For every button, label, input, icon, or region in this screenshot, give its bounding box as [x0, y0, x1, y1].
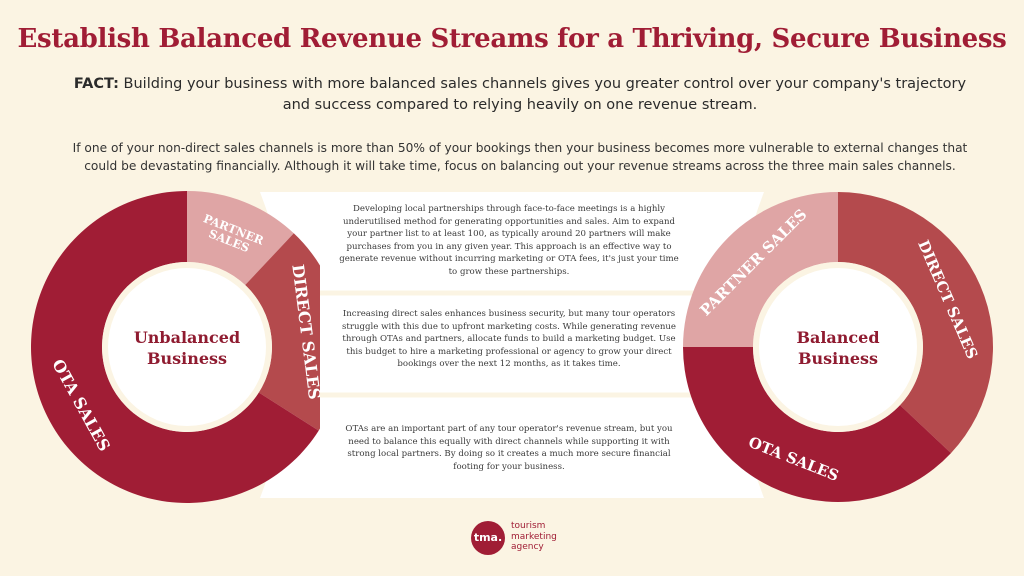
fact-text: Building your business with more balance…: [118, 76, 967, 113]
band-shape: [260, 192, 764, 498]
balanced-business-center-title: Business: [798, 349, 878, 368]
balanced-business-center: [759, 268, 917, 426]
logo-line-1: tourism: [511, 521, 546, 531]
balanced-business-slice-partner-sales: [683, 192, 838, 347]
logo-line-2: marketing: [511, 531, 557, 542]
unbalanced-business-center: [108, 268, 266, 426]
unbalanced-business-center-title: Unbalanced: [134, 328, 240, 347]
logo-line-3: agency: [511, 542, 544, 552]
balanced-business-slice-ota-sales: [683, 347, 951, 502]
unbalanced-business-center-title: Business: [147, 349, 227, 368]
fact-statement: FACT: Building your business with more b…: [60, 74, 980, 116]
logo-mark: tma.: [471, 521, 505, 555]
page-title: Establish Balanced Revenue Streams for a…: [17, 24, 1007, 54]
tma-logo: tma. tourism marketing agency: [471, 519, 591, 559]
balanced-business-center-title: Balanced: [796, 328, 879, 347]
balanced-business-slice-direct-sales: [838, 192, 993, 454]
unbalanced-business-slice-partner-sales: [187, 191, 294, 286]
ota-sales-description: OTAs are an important part of any tour o…: [345, 424, 673, 472]
fact-label: FACT:: [73, 76, 119, 92]
logo-wordmark: tourism marketing agency: [511, 521, 557, 553]
intro-paragraph: If one of your non-direct sales channels…: [72, 141, 968, 173]
unbalanced-business-slice-direct-sales: [245, 233, 320, 431]
direct-sales-description: Increasing direct sales enhances busines…: [342, 309, 676, 370]
partner-sales-description: Developing local partnerships through fa…: [339, 204, 679, 277]
unbalanced-business-slice-ota-sales: [30, 191, 319, 503]
description-band: [260, 192, 764, 498]
